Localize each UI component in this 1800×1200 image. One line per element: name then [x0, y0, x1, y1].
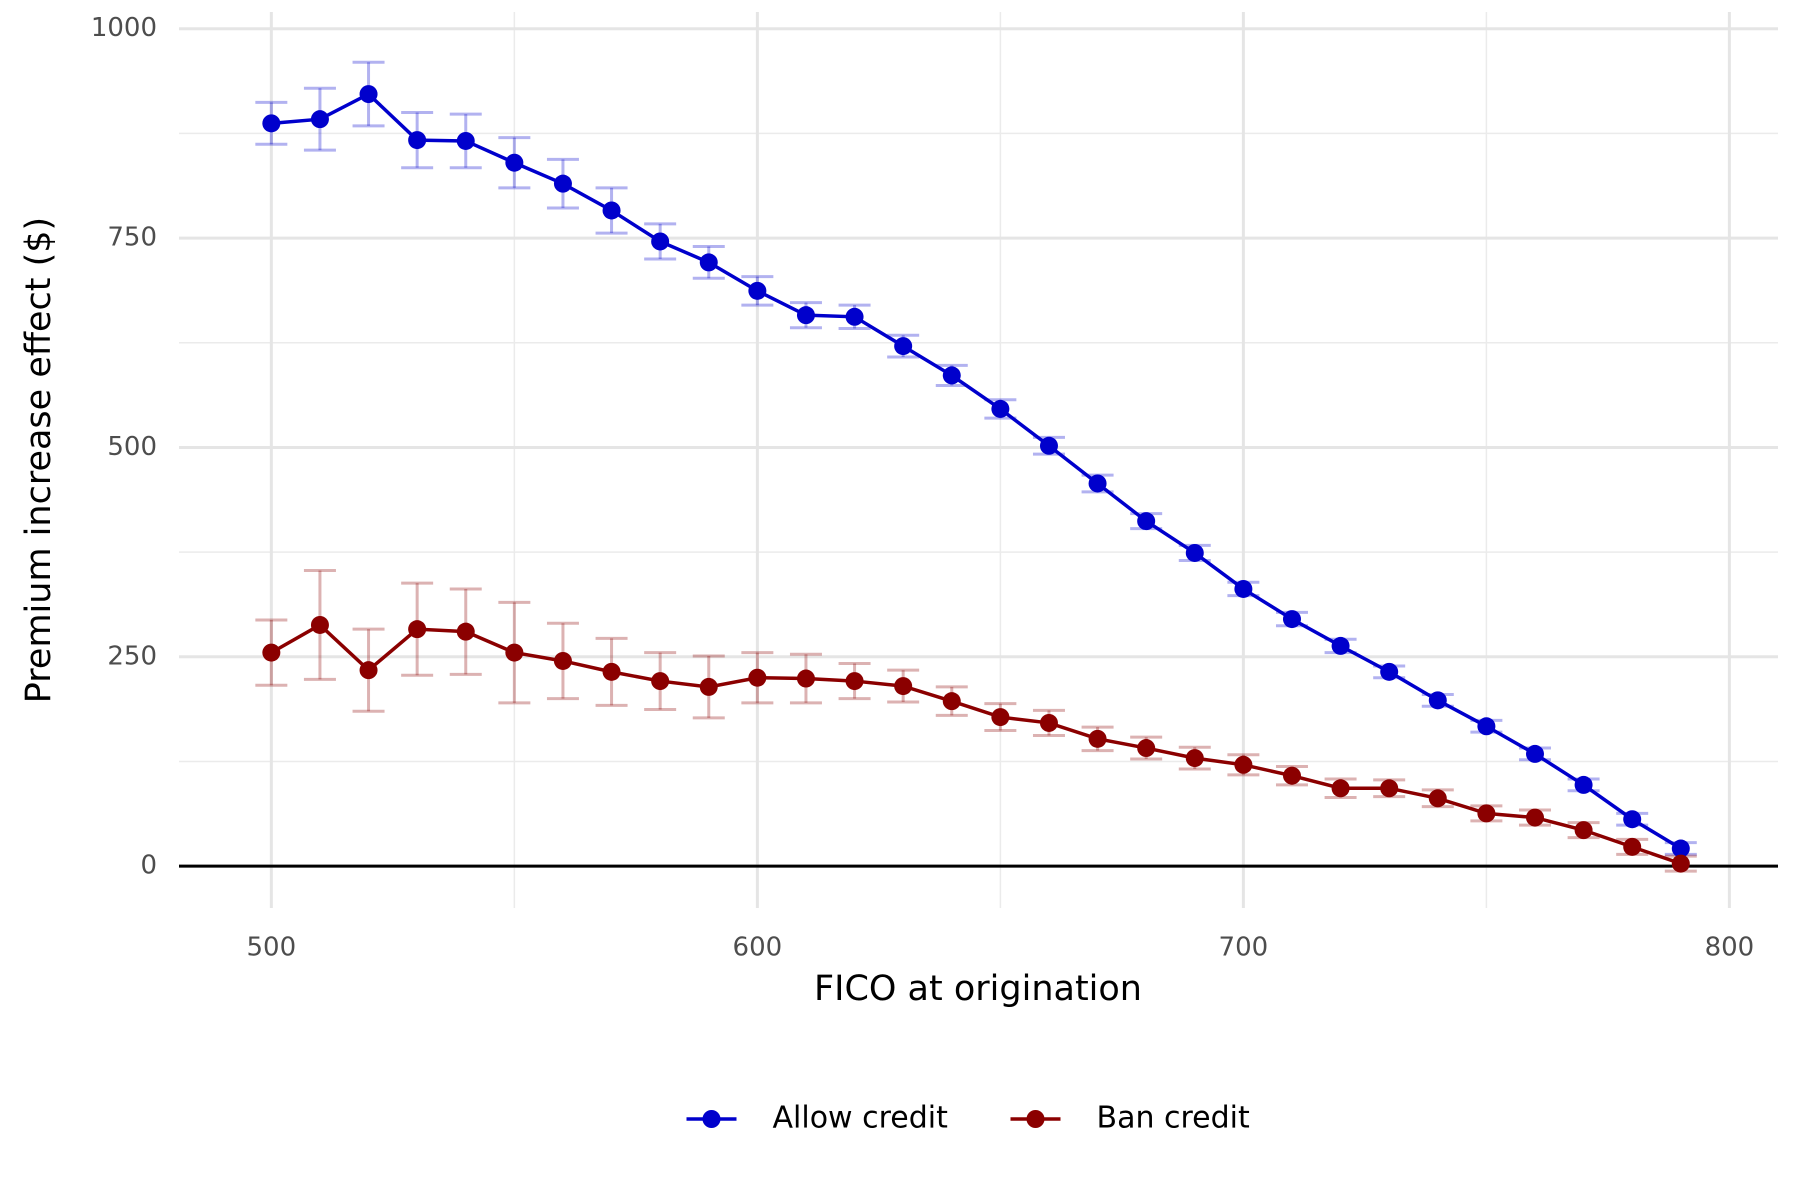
- point: [991, 708, 1010, 727]
- point: [408, 620, 427, 639]
- x-tick-label: 600: [733, 933, 783, 963]
- point: [1671, 854, 1690, 873]
- point: [1331, 779, 1350, 798]
- point: [1525, 808, 1544, 827]
- point: [1137, 739, 1156, 758]
- point: [1185, 543, 1204, 562]
- point: [1137, 512, 1156, 531]
- point: [1282, 610, 1301, 629]
- point: [1234, 579, 1253, 598]
- legend-label: Ban credit: [1097, 1101, 1251, 1136]
- x-tick-label: 700: [1219, 933, 1269, 963]
- point: [1428, 691, 1447, 710]
- y-tick-label: 0: [140, 851, 157, 881]
- x-tick-label: 800: [1705, 933, 1755, 963]
- point: [1380, 662, 1399, 681]
- marks: [255, 60, 1697, 873]
- point: [553, 651, 572, 670]
- point: [1039, 436, 1058, 455]
- point: [310, 110, 329, 129]
- point: [1623, 837, 1642, 856]
- point: [456, 622, 475, 641]
- legend-point: [1026, 1110, 1045, 1128]
- point: [942, 366, 961, 385]
- point: [1088, 474, 1107, 493]
- point: [359, 85, 378, 104]
- point: [602, 662, 621, 681]
- series-line: [271, 91, 1682, 851]
- point: [553, 174, 572, 193]
- point: [748, 281, 767, 300]
- point: [359, 661, 378, 680]
- point: [1380, 779, 1399, 798]
- point: [845, 672, 864, 691]
- point: [894, 337, 913, 356]
- legend-point: [702, 1110, 721, 1128]
- point: [1477, 804, 1496, 823]
- point: [796, 306, 815, 325]
- point: [1234, 755, 1253, 774]
- point: [505, 153, 524, 172]
- series-line: [270, 622, 1682, 866]
- y-tick-label: 1000: [91, 13, 157, 43]
- point: [651, 232, 670, 251]
- y-tick-label: 750: [107, 223, 157, 253]
- point: [991, 399, 1010, 418]
- point: [310, 615, 329, 634]
- legend-label: Allow credit: [773, 1101, 949, 1136]
- point: [1671, 839, 1690, 858]
- legend-item: Allow credit: [686, 1101, 949, 1136]
- point: [1331, 636, 1350, 655]
- y-tick-label: 500: [107, 432, 157, 462]
- grid: [179, 12, 1778, 908]
- point: [942, 692, 961, 711]
- point: [1574, 821, 1593, 840]
- x-axis-title: FICO at origination: [814, 969, 1142, 1009]
- point: [651, 672, 670, 691]
- point: [796, 669, 815, 688]
- point: [1477, 717, 1496, 736]
- point: [262, 114, 281, 133]
- point: [1282, 766, 1301, 785]
- point: [408, 131, 427, 150]
- point: [1525, 744, 1544, 763]
- point: [505, 643, 524, 662]
- point: [1039, 713, 1058, 732]
- point: [1428, 789, 1447, 808]
- legend-item: Ban credit: [1010, 1101, 1251, 1136]
- point: [748, 668, 767, 687]
- point: [262, 643, 281, 662]
- point: [1088, 729, 1107, 748]
- point: [456, 131, 475, 150]
- y-axis-title: Premium increase effect ($): [19, 217, 59, 703]
- point: [602, 201, 621, 220]
- point: [1623, 810, 1642, 829]
- point: [699, 253, 718, 272]
- point: [1185, 749, 1204, 768]
- y-tick-label: 250: [107, 641, 157, 671]
- point: [699, 677, 718, 696]
- point: [1574, 775, 1593, 794]
- x-tick-label: 500: [247, 933, 297, 963]
- point: [894, 677, 913, 696]
- point: [845, 307, 864, 326]
